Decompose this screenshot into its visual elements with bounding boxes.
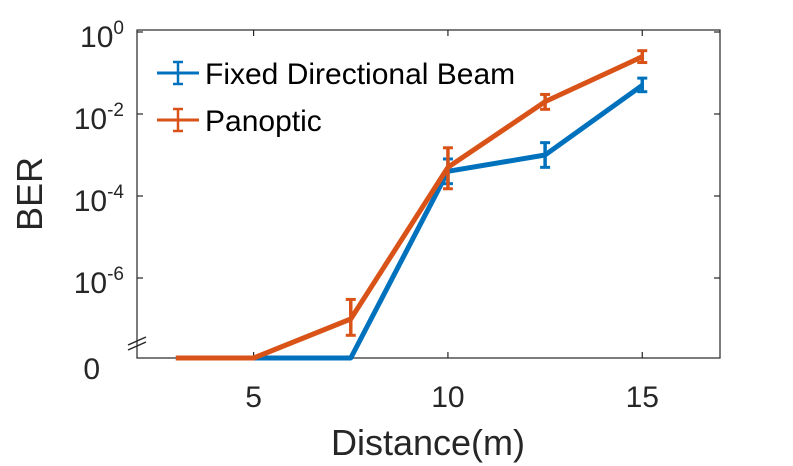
- x-axis-title: Distance(m): [331, 422, 525, 463]
- y-tick-label: 10-6: [74, 264, 124, 300]
- error-bar: [637, 76, 648, 94]
- series-line: [175, 54, 644, 361]
- error-bar: [637, 49, 648, 65]
- y-tick-label: 10-4: [74, 182, 125, 218]
- axis-break-mark: [127, 336, 147, 351]
- tick-marks: [137, 30, 720, 358]
- x-tick-label: 5: [245, 381, 262, 414]
- legend-item: Fixed Directional Beam: [157, 58, 515, 91]
- legend-label: Panoptic: [205, 105, 322, 138]
- error-bar: [540, 92, 551, 111]
- error-bar: [540, 141, 551, 169]
- y-tick-labels: 100 10-2 10-4 10-6 0: [74, 18, 125, 386]
- error-bar: [442, 146, 453, 191]
- series-layer: [175, 49, 648, 361]
- error-bar: [345, 297, 356, 337]
- legend-item: Panoptic: [157, 105, 322, 138]
- series-1: [175, 49, 648, 361]
- axis-break-line: [127, 341, 147, 351]
- x-tick-label: 15: [626, 381, 659, 414]
- x-tick-labels: 5 10 15: [245, 381, 659, 414]
- y-axis-title: BER: [9, 157, 50, 231]
- y-tick-label: 10-2: [74, 100, 124, 136]
- y-tick-label: 100: [80, 18, 124, 54]
- x-tick-label: 10: [431, 381, 464, 414]
- y-zero-label: 0: [83, 353, 100, 386]
- legend: Fixed Directional Beam Panoptic: [157, 58, 515, 138]
- axis-break-line: [127, 336, 147, 346]
- legend-label: Fixed Directional Beam: [205, 58, 515, 91]
